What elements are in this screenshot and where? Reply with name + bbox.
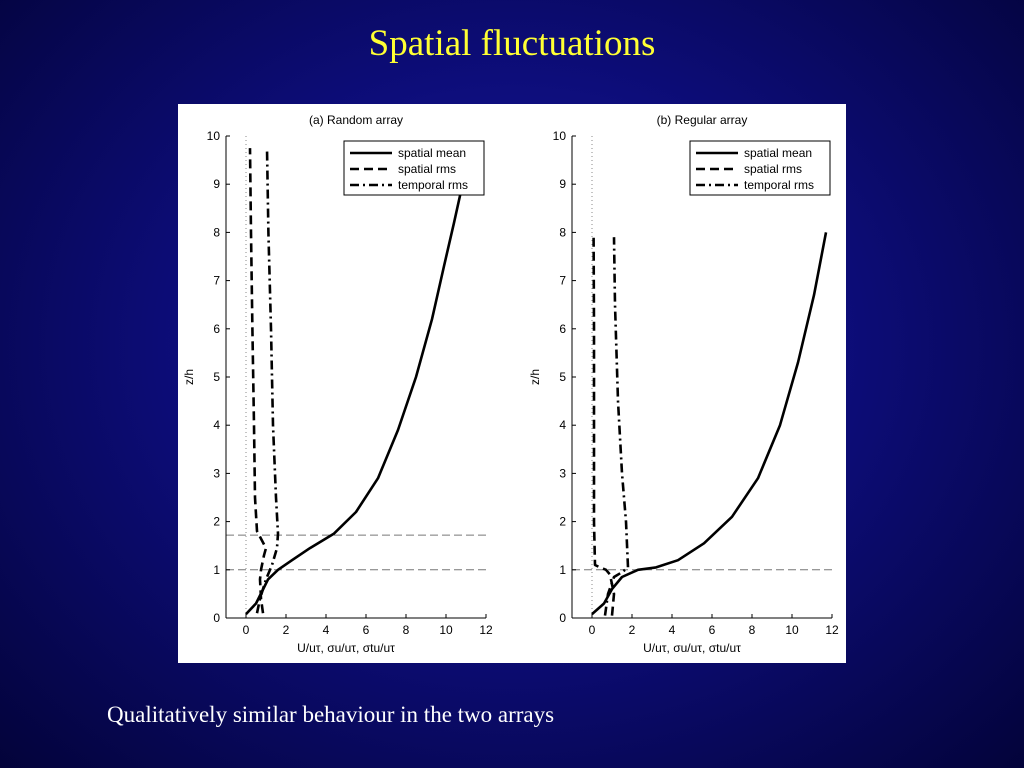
chart-title: (a) Random array (309, 113, 403, 127)
x-tick-label: 6 (709, 623, 716, 637)
x-axis-label: U/uτ, σu/uτ, σtu/uτ (643, 641, 741, 655)
y-axis-label: z/h (182, 369, 196, 385)
series-temporal-rms (603, 237, 630, 616)
x-tick-label: 2 (629, 623, 636, 637)
series-spatial-rms (592, 237, 616, 616)
y-tick-label: 5 (559, 370, 566, 384)
x-tick-label: 2 (283, 623, 290, 637)
chart-title: (b) Regular array (657, 113, 748, 127)
x-tick-label: 8 (749, 623, 756, 637)
y-tick-label: 10 (207, 129, 221, 143)
series-spatial-rms (248, 148, 268, 614)
x-tick-label: 12 (479, 623, 493, 637)
y-tick-label: 1 (559, 563, 566, 577)
legend-label: temporal rms (744, 178, 814, 192)
x-tick-label: 12 (825, 623, 839, 637)
x-tick-label: 10 (439, 623, 453, 637)
y-tick-label: 0 (559, 611, 566, 625)
legend-label: spatial rms (744, 162, 802, 176)
y-tick-label: 3 (213, 466, 220, 480)
y-tick-label: 9 (213, 177, 220, 191)
legend-label: spatial mean (744, 146, 812, 160)
y-tick-label: 6 (559, 322, 566, 336)
legend: spatial mean spatial rms temporal rms (343, 140, 485, 196)
y-tick-label: 6 (213, 322, 220, 336)
legend: spatial mean spatial rms temporal rms (689, 140, 831, 196)
series-spatial-mean (591, 232, 828, 616)
y-tick-label: 1 (213, 563, 220, 577)
x-tick-label: 0 (589, 623, 596, 637)
figure-panel: (a) Random array 0 2 4 6 8 10 12 0 1 2 3 4 5 6 7 8 9 10 z/h… (178, 104, 846, 663)
x-axis-label: U/uτ, σu/uτ, σtu/uτ (297, 641, 395, 655)
y-tick-label: 3 (559, 466, 566, 480)
legend-label: spatial mean (398, 146, 466, 160)
y-tick-label: 2 (213, 515, 220, 529)
y-axis-label: z/h (528, 369, 542, 385)
y-tick-label: 9 (559, 177, 566, 191)
y-tick-label: 7 (559, 274, 566, 288)
y-tick-label: 8 (213, 225, 220, 239)
y-tick-label: 0 (213, 611, 220, 625)
slide-caption: Qualitatively similar behaviour in the t… (107, 702, 555, 727)
x-tick-label: 6 (363, 623, 370, 637)
series-temporal-rms (255, 148, 280, 614)
x-tick-label: 0 (243, 623, 250, 637)
x-tick-label: 4 (669, 623, 676, 637)
y-tick-label: 4 (213, 418, 220, 432)
y-tick-label: 5 (213, 370, 220, 384)
x-tick-label: 4 (323, 623, 330, 637)
y-tick-label: 10 (553, 129, 567, 143)
legend-label: spatial rms (398, 162, 456, 176)
x-tick-label: 8 (403, 623, 410, 637)
y-tick-label: 2 (559, 515, 566, 529)
slide-title: Spatial fluctuations (368, 23, 656, 64)
series-spatial-mean (245, 186, 464, 615)
x-tick-label: 10 (785, 623, 799, 637)
y-tick-label: 7 (213, 274, 220, 288)
legend-label: temporal rms (398, 178, 468, 192)
y-tick-label: 4 (559, 418, 566, 432)
y-tick-label: 8 (559, 225, 566, 239)
